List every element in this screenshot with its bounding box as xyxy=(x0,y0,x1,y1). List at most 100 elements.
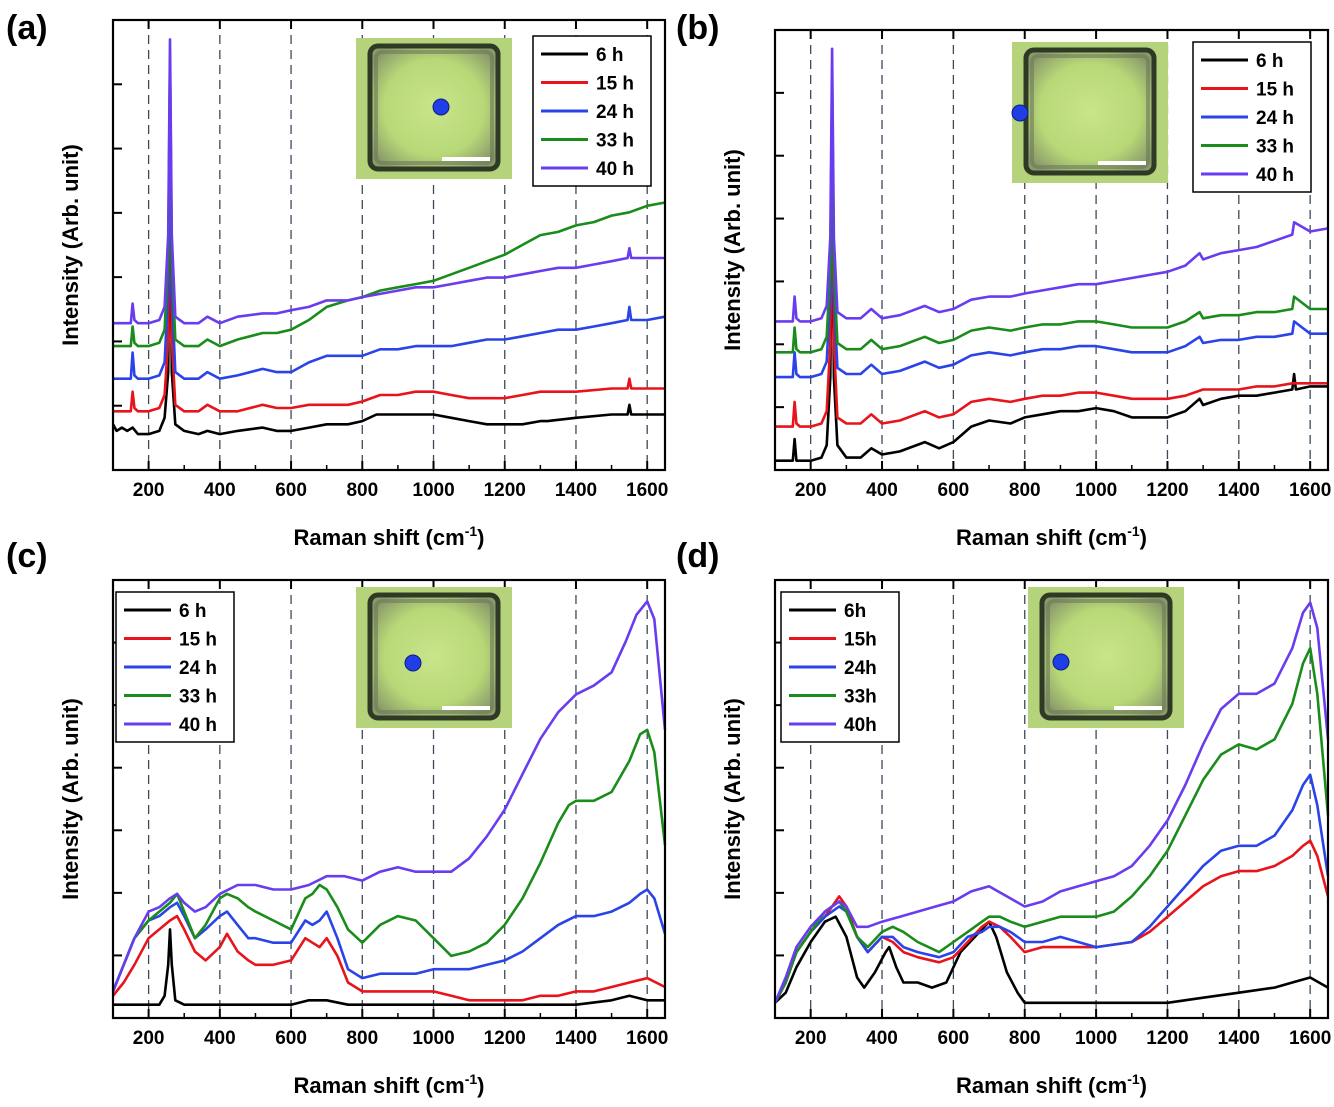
x-tick-label: 600 xyxy=(275,1028,307,1049)
x-axis-title-end: ) xyxy=(477,525,484,550)
x-tick-label: 1400 xyxy=(1218,1028,1260,1049)
legend-label: 24 h xyxy=(179,658,217,679)
panel-0: 200 400 600 800 1000 1200 1400 1600 (a) Raman shi… xyxy=(6,9,668,550)
plot-frame xyxy=(773,578,1330,1020)
x-axis-title-sup: -1 xyxy=(1127,1071,1140,1087)
x-tick-label: 600 xyxy=(275,480,307,501)
measurement-spot xyxy=(1011,104,1029,122)
series-line-5 xyxy=(773,601,1330,1004)
legend-label: 24h xyxy=(844,658,877,679)
inset-crystal-edge xyxy=(374,599,494,714)
plot-frame xyxy=(111,578,667,1020)
x-axis-title-end: ) xyxy=(1140,525,1147,550)
legend-label: 40 h xyxy=(179,715,217,736)
y-axis-title: Intensity (Arb. unit) xyxy=(720,149,745,351)
x-tick-label: 1600 xyxy=(1289,480,1331,501)
x-tick-label: 1400 xyxy=(1218,480,1260,501)
legend-label: 33 h xyxy=(596,131,634,152)
y-axis-title: Intensity (Arb. unit) xyxy=(58,698,83,900)
series-line-1 xyxy=(774,915,1329,1005)
panel-1: 200 400 600 800 1000 1200 1400 1600 (b) Raman shi… xyxy=(676,9,1331,550)
x-tick-label: 400 xyxy=(204,1028,236,1049)
x-tick-label: 600 xyxy=(938,480,970,501)
inset-crystal xyxy=(1039,592,1173,721)
inset-crystal xyxy=(1023,47,1157,176)
x-axis-title-main: Raman shift (cm xyxy=(956,1073,1127,1098)
legend-label: 6h xyxy=(844,601,866,622)
x-tick-label: 200 xyxy=(795,480,827,501)
x-axis-title-main: Raman shift (cm xyxy=(294,525,465,550)
series-line-1 xyxy=(113,928,665,1006)
measurement-spot xyxy=(1052,653,1070,671)
panel-label: (c) xyxy=(6,537,48,575)
x-tick-label: 1400 xyxy=(555,1028,597,1049)
legend-label: 6 h xyxy=(1256,51,1283,72)
x-axis-title-main: Raman shift (cm xyxy=(956,525,1127,550)
y-axis-title: Intensity (Arb. unit) xyxy=(720,698,745,900)
x-axis-title-main: Raman shift (cm xyxy=(294,1073,465,1098)
plot-frame xyxy=(111,18,667,472)
x-tick-label: 1600 xyxy=(1289,1028,1331,1049)
x-axis-title: Raman shift (cm-1) xyxy=(956,523,1147,550)
x-tick-label: 800 xyxy=(346,480,378,501)
panel-2: 200 400 600 800 1000 1200 1400 1600 (c) Raman shi… xyxy=(6,537,668,1098)
series-line-1 xyxy=(111,171,665,436)
panel-label: (a) xyxy=(6,9,48,47)
x-axis-title: Raman shift (cm-1) xyxy=(294,523,485,550)
x-tick-label: 200 xyxy=(133,1028,165,1049)
plot-frame xyxy=(773,28,1330,472)
series-line-4 xyxy=(113,54,666,348)
x-axis-title: Raman shift (cm-1) xyxy=(956,1071,1147,1098)
x-tick-label: 400 xyxy=(204,480,236,501)
series-line-3 xyxy=(773,773,1330,1004)
inset-crystal-edge xyxy=(1046,599,1166,714)
x-axis-title-sup: -1 xyxy=(465,1071,478,1087)
series-line-2 xyxy=(111,914,666,1002)
legend-label: 40 h xyxy=(596,159,634,180)
measurement-spot xyxy=(432,98,450,116)
y-axis-title: Intensity (Arb. unit) xyxy=(58,144,83,346)
series-line-2 xyxy=(775,152,1328,428)
series-line-5 xyxy=(775,47,1329,323)
x-tick-label: 400 xyxy=(866,480,898,501)
legend-label: 6 h xyxy=(179,601,206,622)
legend-label: 40h xyxy=(844,715,877,736)
legend-label: 40 h xyxy=(1256,165,1294,186)
x-axis-title-sup: -1 xyxy=(465,523,478,539)
x-tick-label: 1600 xyxy=(626,480,668,501)
measurement-spot xyxy=(404,654,422,672)
series-line-4 xyxy=(773,646,1330,1004)
legend-label: 33 h xyxy=(1256,137,1294,158)
x-tick-label: 1400 xyxy=(555,480,597,501)
x-tick-label: 800 xyxy=(1009,1028,1041,1049)
x-tick-label: 1200 xyxy=(1146,480,1188,501)
x-tick-label: 1200 xyxy=(484,1028,526,1049)
series-line-3 xyxy=(775,103,1328,379)
legend-label: 15 h xyxy=(596,74,634,95)
panel-3: 200 400 600 800 1000 1200 1400 1600 (d) Raman shi… xyxy=(676,537,1331,1098)
x-axis-title-end: ) xyxy=(1140,1073,1147,1098)
x-tick-label: 1200 xyxy=(1146,1028,1188,1049)
legend-label: 15h xyxy=(844,630,877,651)
inset-crystal-edge xyxy=(374,50,494,165)
x-tick-label: 200 xyxy=(133,480,165,501)
x-tick-label: 600 xyxy=(938,1028,970,1049)
x-tick-label: 1600 xyxy=(626,1028,668,1049)
x-tick-label: 200 xyxy=(795,1028,827,1049)
x-tick-label: 1000 xyxy=(412,1028,454,1049)
x-axis-title-end: ) xyxy=(477,1073,484,1098)
series-line-4 xyxy=(775,78,1328,354)
x-tick-label: 1200 xyxy=(484,480,526,501)
legend-label: 33 h xyxy=(179,687,217,708)
inset-crystal-edge xyxy=(1030,54,1150,169)
legend-label: 33h xyxy=(844,687,877,708)
series-line-1 xyxy=(775,180,1328,462)
x-tick-label: 1000 xyxy=(1075,1028,1117,1049)
x-tick-label: 800 xyxy=(346,1028,378,1049)
x-tick-label: 1000 xyxy=(1075,480,1117,501)
legend-label: 15 h xyxy=(1256,80,1294,101)
legend-label: 6 h xyxy=(596,45,623,66)
panel-label: (d) xyxy=(676,537,719,575)
x-axis-title-sup: -1 xyxy=(1127,523,1140,539)
